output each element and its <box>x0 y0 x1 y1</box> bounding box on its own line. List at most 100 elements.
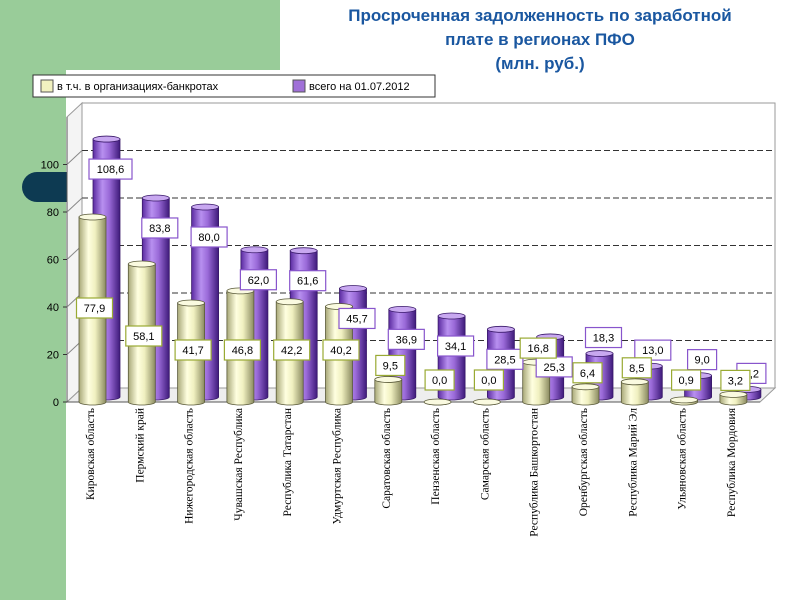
legend: в т.ч. в организациях-банкротах всего на … <box>32 74 436 98</box>
bar-bankrupt <box>472 398 501 406</box>
bar-bankrupt <box>374 376 403 406</box>
data-label: 41,7 <box>174 339 212 361</box>
plot-floor <box>65 387 777 403</box>
bar-bankrupt-body <box>571 386 600 406</box>
x-tick-label: Чувашская Республика <box>233 408 245 521</box>
data-label-box <box>141 217 179 239</box>
data-label-text: 61,6 <box>297 276 318 288</box>
data-label: 9,5 <box>375 354 406 377</box>
title-line-1: Просроченная задолженность по заработной <box>348 6 732 25</box>
data-label: 80,0 <box>190 226 228 248</box>
data-label-box <box>720 369 751 391</box>
data-label-box <box>125 325 163 347</box>
data-label-text: 3,2 <box>728 375 743 387</box>
bar-bankrupt-top <box>374 376 403 383</box>
data-label-text: 45,7 <box>346 313 367 325</box>
data-label-box <box>375 354 406 377</box>
data-label-text: 108,6 <box>97 164 125 176</box>
bar-total-top <box>92 135 121 143</box>
data-label: 3,2 <box>720 369 751 391</box>
x-tick-label: Пензенская область <box>430 408 442 505</box>
y-tick-label: 100 <box>41 160 59 172</box>
data-label-text: 13,0 <box>642 345 663 357</box>
x-tick-label: Нижегородская область <box>184 408 196 524</box>
bar-bankrupt-top <box>620 378 649 386</box>
x-tick-label: Республика Башкортостан <box>529 408 541 537</box>
data-label-box <box>424 369 455 391</box>
data-label-text: 28,5 <box>494 354 515 366</box>
bar-bankrupt-top <box>670 396 698 404</box>
data-label-box <box>322 339 360 361</box>
data-label-text: 0,9 <box>678 375 693 387</box>
legend-swatch-bankrupt <box>40 79 54 93</box>
data-label-text: 18,3 <box>593 333 614 345</box>
data-label: 61,6 <box>289 270 327 292</box>
data-label: 42,2 <box>273 339 311 361</box>
x-tick-label: Ульяновская область <box>677 408 689 510</box>
data-label: 34,1 <box>437 335 475 357</box>
bar-bankrupt-body <box>374 379 403 406</box>
data-label-box <box>75 297 114 319</box>
data-label-text: 46,8 <box>232 345 253 357</box>
data-label: 8,5 <box>621 357 652 379</box>
y-tick-label: 20 <box>47 350 59 362</box>
data-label-text: 41,7 <box>182 345 203 357</box>
x-tick-label: Республика Мордовия <box>726 407 738 517</box>
data-label-box <box>584 326 623 349</box>
data-label: 16,8 <box>519 337 557 359</box>
data-label-box <box>437 335 475 357</box>
x-tick-label: Саратовская область <box>381 408 393 509</box>
data-label: 0,9 <box>670 369 702 391</box>
bar-total-top <box>339 285 367 292</box>
data-label: 25,3 <box>535 356 573 378</box>
y-tick-label: 80 <box>47 207 59 219</box>
data-label: 83,8 <box>141 217 179 239</box>
data-label-text: 58,1 <box>133 331 154 343</box>
data-label-text: 83,8 <box>149 223 170 235</box>
bar-bankrupt-top <box>275 298 304 306</box>
x-tick-label: Самарская область <box>479 408 491 500</box>
data-label: 77,9 <box>75 297 114 319</box>
bar-total-top <box>437 312 466 320</box>
data-label: 0,0 <box>473 369 504 391</box>
y-tick-label: 60 <box>47 255 59 267</box>
y-tick-label: 0 <box>53 397 59 409</box>
data-label-box <box>486 348 524 370</box>
bar-bankrupt-body <box>620 381 649 406</box>
x-axis-labels: Кировская область Пермский край Нижегородс… <box>85 407 738 536</box>
bar-bankrupt <box>719 390 748 406</box>
bar-bankrupt <box>571 383 600 406</box>
data-label: 108,6 <box>88 158 133 180</box>
data-label-text: 8,5 <box>629 363 644 375</box>
data-label-box <box>634 339 672 361</box>
bar-total-top <box>289 247 318 255</box>
bar-bankrupt-top <box>571 383 600 391</box>
data-label-box <box>190 226 228 248</box>
x-tick-label: Республика Марий Эл <box>627 408 639 517</box>
legend-box <box>32 74 436 98</box>
data-label: 0,0 <box>424 369 455 391</box>
data-label-text: 77,9 <box>84 303 105 315</box>
data-label-box <box>686 349 718 371</box>
x-tick-label: Республика Татарстан <box>282 408 294 516</box>
bar-total-top <box>240 246 269 254</box>
title-line-3: (млн. руб.) <box>495 54 585 73</box>
bar-total-top <box>486 325 515 333</box>
data-label: 18,3 <box>584 326 623 349</box>
data-label: 6,4 <box>572 362 603 384</box>
data-label: 13,0 <box>634 339 672 361</box>
bar-total-top <box>388 305 417 313</box>
data-label-text: 42,2 <box>281 345 302 357</box>
data-label-text: 6,4 <box>580 368 595 380</box>
bar-bankrupt <box>670 396 698 406</box>
data-label: 58,1 <box>125 325 163 347</box>
data-label: 28,5 <box>486 348 524 370</box>
data-label-box <box>621 357 652 379</box>
x-tick-label: Кировская область <box>85 408 97 500</box>
data-label-box <box>174 339 212 361</box>
bar-bankrupt-top <box>177 299 206 307</box>
bar-bankrupt-top <box>423 398 452 406</box>
title-line-2: плате в регионах ПФО <box>445 30 635 49</box>
data-label: 46,8 <box>223 339 261 361</box>
